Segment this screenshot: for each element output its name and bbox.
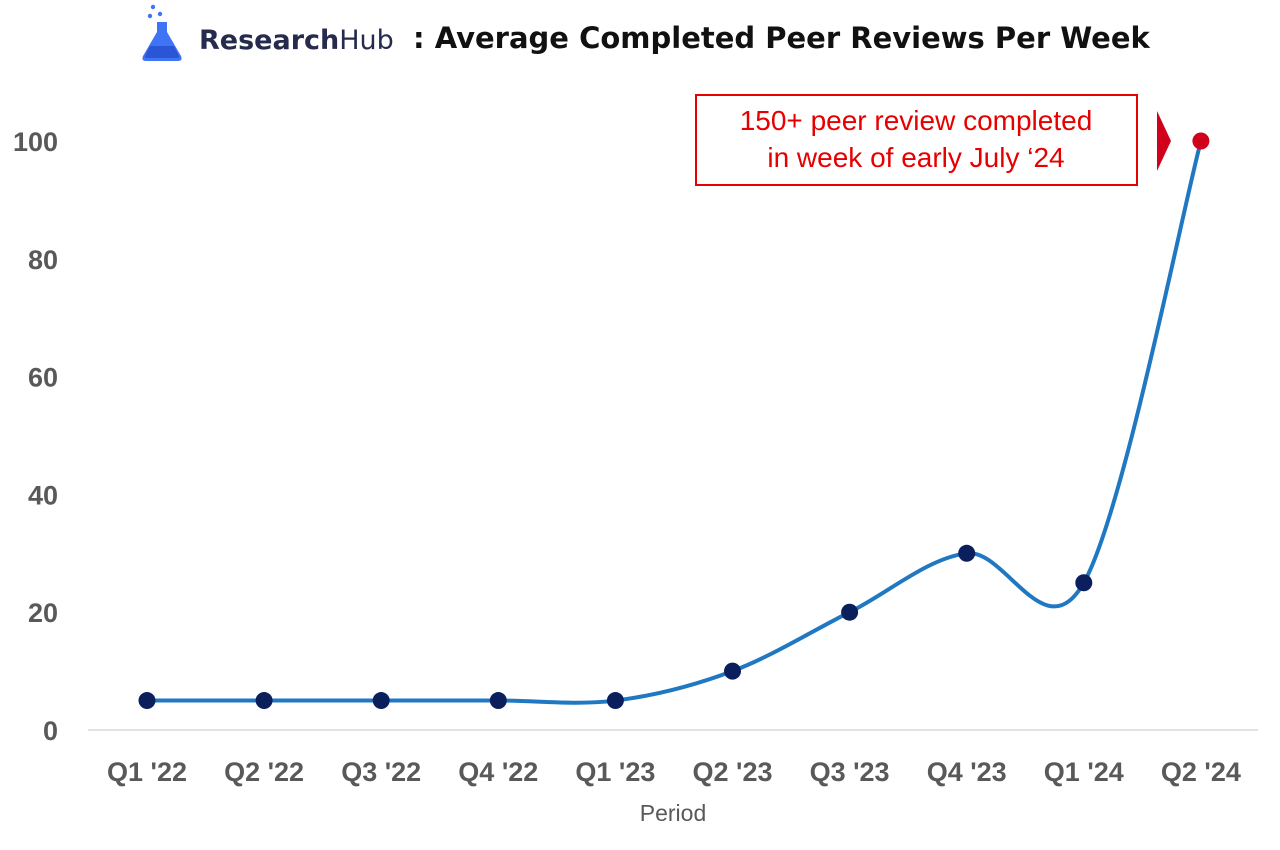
x-tick-label: Q2 '24	[1161, 757, 1241, 787]
x-tick-label: Q4 '22	[458, 757, 538, 787]
y-tick-label: 40	[28, 480, 58, 510]
series-line	[145, 139, 1203, 705]
chart-header: ResearchHub : Average Completed Peer Rev…	[142, 4, 1151, 61]
data-point	[841, 603, 859, 621]
x-axis-title: Period	[640, 800, 706, 826]
chart-title: : Average Completed Peer Reviews Per Wee…	[413, 21, 1151, 55]
data-point	[255, 692, 273, 710]
series-markers	[138, 132, 1210, 710]
annotation-box	[695, 94, 1138, 186]
brand-name-light: Hub	[339, 25, 394, 56]
data-point	[1075, 574, 1093, 592]
x-axis-ticks: Q1 '22 Q2 '22 Q3 '22 Q4 '22 Q1 '23 Q2 '23 Q3 '…	[107, 757, 1241, 787]
data-point	[958, 544, 976, 562]
data-point	[372, 692, 390, 710]
x-tick-label: Q1 '24	[1044, 757, 1124, 787]
x-tick-label: Q1 '23	[575, 757, 655, 787]
data-point	[606, 692, 624, 710]
data-point	[489, 692, 507, 710]
x-tick-label: Q3 '23	[810, 757, 890, 787]
x-tick-label: Q2 '22	[224, 757, 304, 787]
annotation-arrow	[1157, 111, 1171, 171]
x-tick-label: Q2 '23	[693, 757, 773, 787]
y-tick-label: 60	[28, 363, 58, 393]
x-tick-label: Q1 '22	[107, 757, 187, 787]
annotation-line-1: 150+ peer review completed	[740, 105, 1093, 136]
svg-text:ResearchHub: ResearchHub	[199, 25, 394, 56]
y-axis-ticks: 0 20 40 60 80 100	[13, 127, 58, 746]
x-tick-label: Q4 '23	[927, 757, 1007, 787]
flask-icon	[142, 4, 182, 61]
annotation-callout: 150+ peer review completed in week of ea…	[695, 94, 1171, 186]
y-tick-label: 100	[13, 127, 58, 157]
x-tick-label: Q3 '22	[341, 757, 421, 787]
annotation-line-2: in week of early July ‘24	[767, 142, 1064, 173]
highlighted-data-point	[1192, 132, 1210, 150]
data-point	[724, 662, 741, 680]
data-point	[138, 692, 156, 710]
brand-name-bold: Research	[199, 25, 339, 56]
y-tick-label: 0	[43, 716, 58, 746]
y-tick-label: 80	[28, 245, 58, 275]
y-tick-label: 20	[28, 598, 58, 628]
